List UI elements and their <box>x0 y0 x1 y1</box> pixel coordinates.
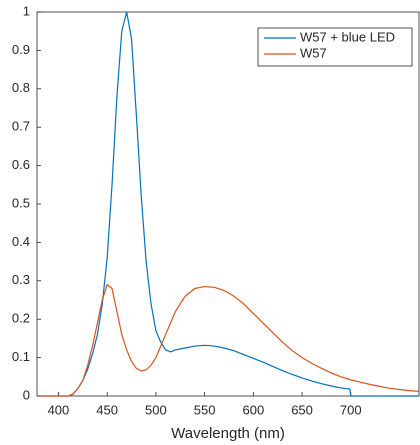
x-tick-label: 600 <box>242 402 264 417</box>
y-tick-label: 0.9 <box>12 42 30 57</box>
series-line <box>38 11 419 397</box>
y-tick-label: 0.8 <box>12 80 30 95</box>
y-tick-label: 1 <box>23 3 30 18</box>
y-tick-label: 0.1 <box>12 349 30 364</box>
y-tick-label: 0.6 <box>12 157 30 172</box>
plot-area <box>36 11 420 397</box>
y-tick-label: 0.2 <box>12 311 30 326</box>
y-tick-label: 0.4 <box>12 234 30 249</box>
x-tick-label: 650 <box>291 402 313 417</box>
x-tick-label: 550 <box>194 402 216 417</box>
y-tick-label: 0 <box>23 387 30 402</box>
legend-label: W57 <box>300 45 327 60</box>
y-tick-label: 0.7 <box>12 119 30 134</box>
y-tick-label: 0.3 <box>12 272 30 287</box>
series-line <box>38 283 420 397</box>
x-axis-label: Wavelength (nm) <box>171 425 285 442</box>
x-tick-label: 400 <box>48 402 70 417</box>
legend-label: W57 + blue LED <box>300 29 395 44</box>
x-tick-label: 700 <box>340 402 362 417</box>
y-tick-label: 0.5 <box>12 195 30 210</box>
legend-box <box>257 27 413 67</box>
x-tick-label: 500 <box>145 402 167 417</box>
x-tick-label: 450 <box>96 402 118 417</box>
